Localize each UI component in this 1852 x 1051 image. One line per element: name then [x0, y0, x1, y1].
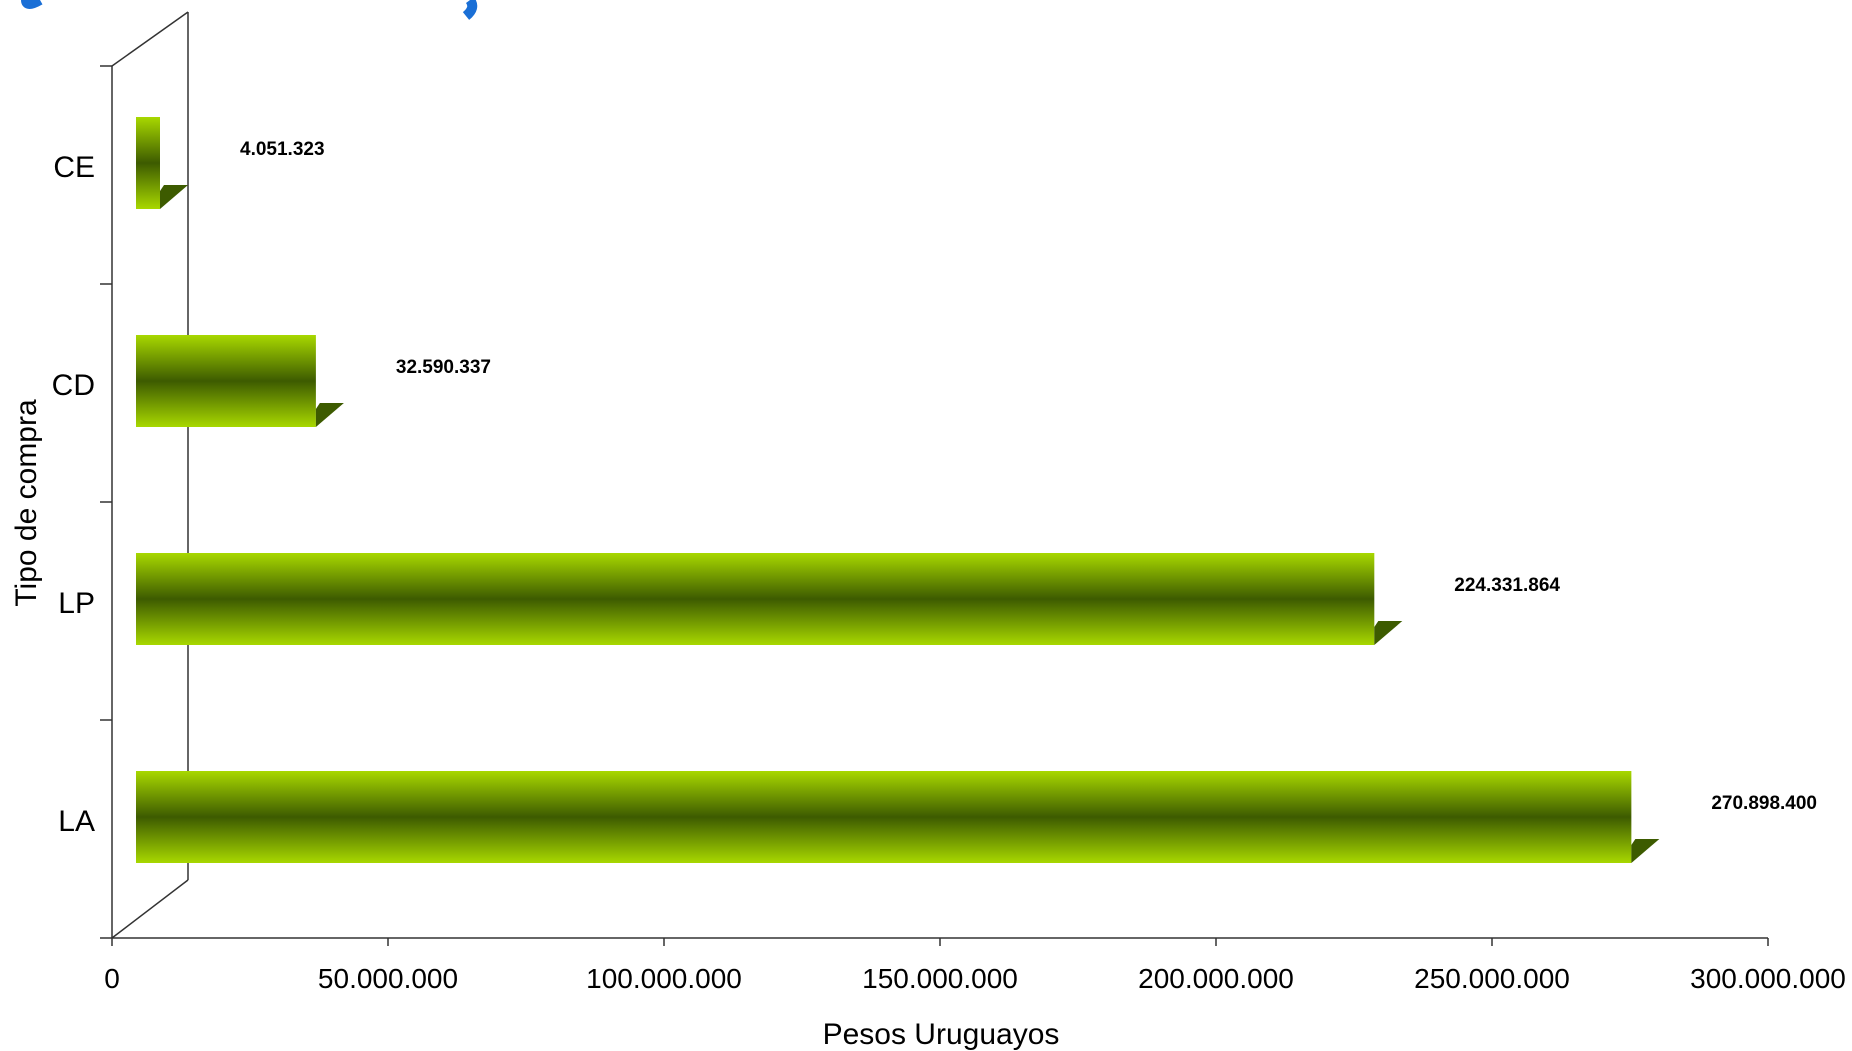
x-tick-label: 150.000.000	[862, 963, 1018, 994]
category-label: CD	[52, 369, 95, 402]
bar	[136, 553, 1375, 645]
top-wall-edge	[111, 11, 189, 67]
bar-depth	[315, 403, 344, 427]
x-tick-label: 100.000.000	[586, 963, 742, 994]
cropped-title-fragment	[21, 0, 478, 20]
bar-depth	[160, 185, 188, 209]
x-tick-label: 50.000.000	[318, 963, 458, 994]
data-label: 4.051.323	[240, 139, 325, 160]
x-axis-title: Pesos Uruguayos	[823, 1018, 1060, 1051]
bar-depth	[1374, 621, 1403, 645]
data-labels: 4.051.323 32.590.337 224.331.864 270.898.40…	[240, 139, 1817, 814]
bar	[136, 335, 316, 427]
floor-wall-edge	[111, 879, 189, 939]
x-tick-label: 300.000.000	[1690, 963, 1846, 994]
data-label: 224.331.864	[1454, 575, 1560, 596]
x-axis: 0 50.000.000 100.000.000 150.000.000 200.000…	[104, 937, 1846, 994]
category-label: CE	[53, 151, 95, 184]
data-label: 270.898.400	[1711, 793, 1817, 814]
category-label: LA	[58, 805, 95, 838]
bar	[136, 771, 1632, 863]
y-axis: CE CD LP LA	[52, 65, 112, 939]
x-tick-label: 0	[104, 963, 120, 994]
y-axis-title: Tipo de compra	[10, 399, 43, 607]
data-label: 32.590.337	[396, 357, 491, 378]
x-tick-label: 200.000.000	[1138, 963, 1294, 994]
bars	[136, 117, 1660, 863]
category-label: LP	[58, 587, 95, 620]
x-tick-label: 250.000.000	[1414, 963, 1570, 994]
bar	[136, 117, 160, 209]
bar-depth	[1631, 839, 1660, 863]
